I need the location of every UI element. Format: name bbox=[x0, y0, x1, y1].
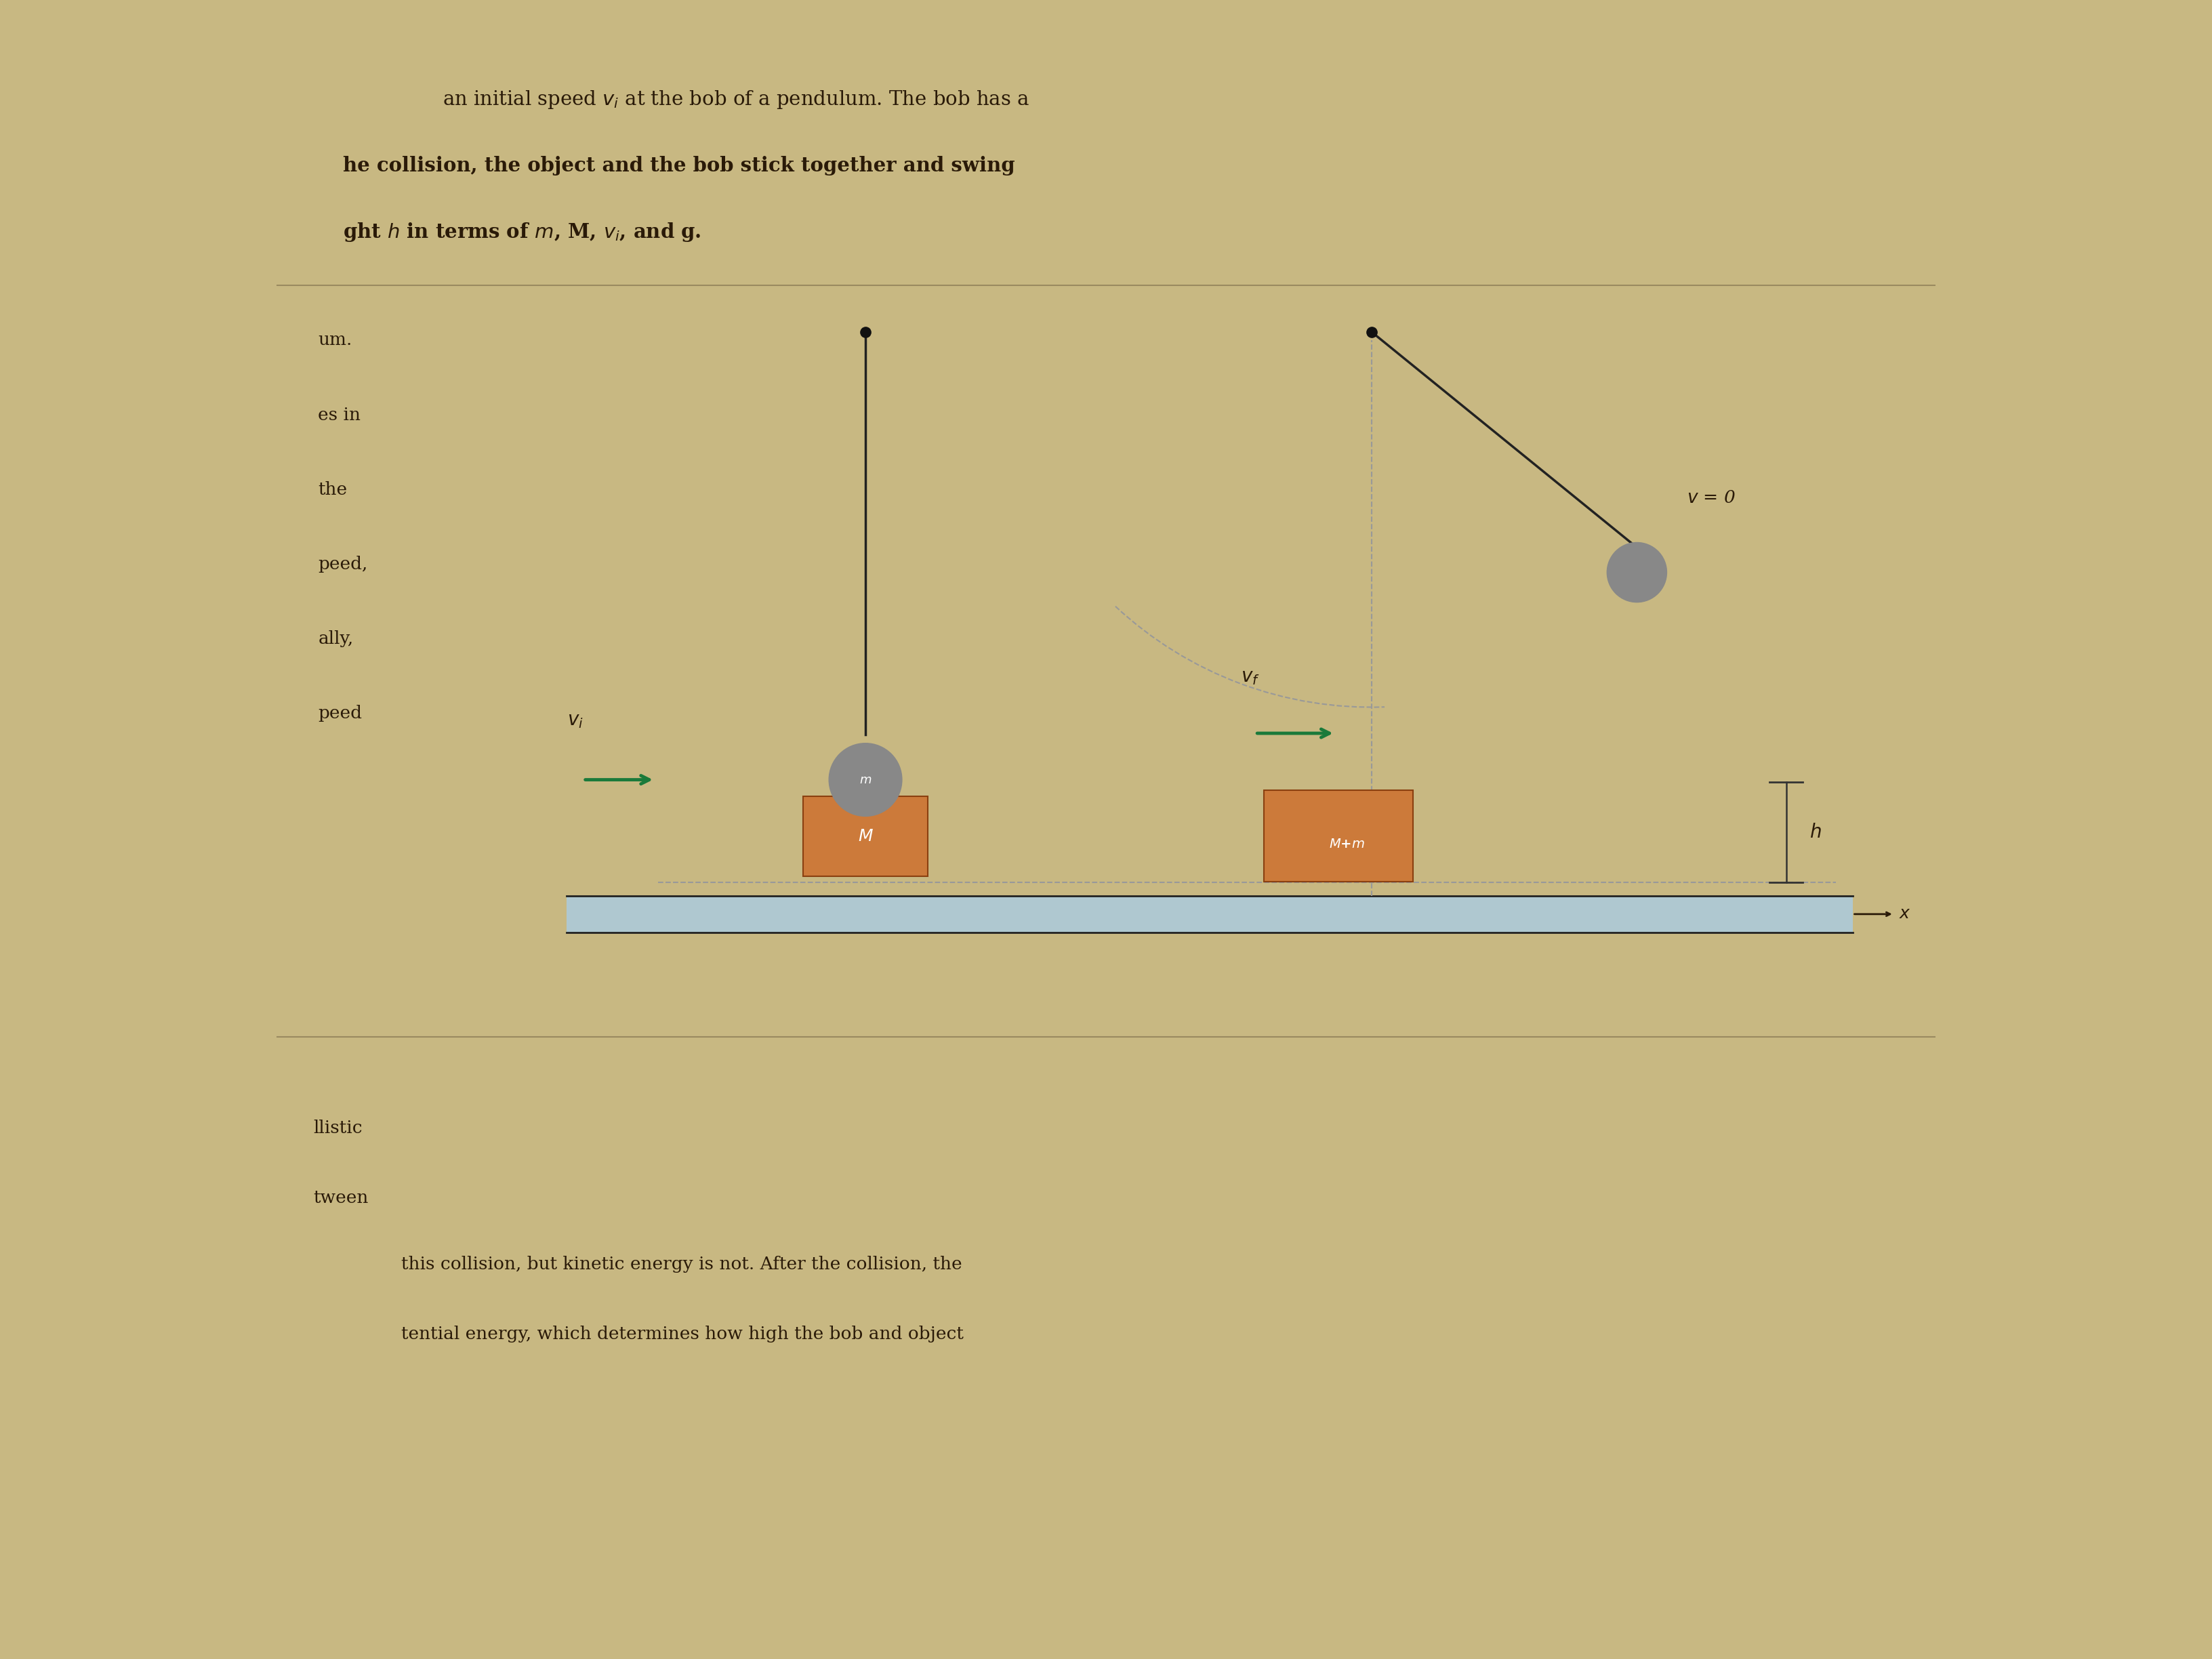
Text: $v_f$: $v_f$ bbox=[1241, 669, 1261, 687]
Text: $v_i$: $v_i$ bbox=[566, 712, 584, 730]
Text: $x$: $x$ bbox=[1898, 906, 1911, 922]
Text: es in: es in bbox=[319, 406, 361, 423]
Text: ght $h$ in terms of $m$, M, $v_i$, and g.: ght $h$ in terms of $m$, M, $v_i$, and g… bbox=[343, 221, 701, 244]
Text: llistic: llistic bbox=[314, 1120, 363, 1136]
Text: this collision, but kinetic energy is not. After the collision, the: this collision, but kinetic energy is no… bbox=[400, 1256, 962, 1272]
Text: tween: tween bbox=[314, 1190, 367, 1206]
Text: um.: um. bbox=[319, 332, 352, 348]
Bar bbox=[1263, 791, 1413, 883]
Text: $M$: $M$ bbox=[858, 828, 874, 844]
Text: he collision, the object and the bob stick together and swing: he collision, the object and the bob sti… bbox=[343, 156, 1015, 176]
Text: $m$: $m$ bbox=[858, 773, 872, 786]
Bar bbox=[566, 896, 1851, 932]
Text: ally,: ally, bbox=[319, 630, 354, 647]
Circle shape bbox=[830, 743, 902, 816]
Text: an initial speed $v_i$ at the bob of a pendulum. The bob has a: an initial speed $v_i$ at the bob of a p… bbox=[442, 88, 1029, 111]
Text: the: the bbox=[319, 481, 347, 498]
Text: $M$+$m$: $M$+$m$ bbox=[1329, 838, 1365, 851]
Text: $v$ = 0: $v$ = 0 bbox=[1686, 489, 1736, 506]
Text: tential energy, which determines how high the bob and object: tential energy, which determines how hig… bbox=[400, 1326, 964, 1342]
Circle shape bbox=[1606, 542, 1668, 602]
Text: peed,: peed, bbox=[319, 556, 367, 572]
Text: peed: peed bbox=[319, 705, 363, 722]
Bar bbox=[803, 796, 927, 876]
Text: $h$: $h$ bbox=[1809, 823, 1820, 841]
